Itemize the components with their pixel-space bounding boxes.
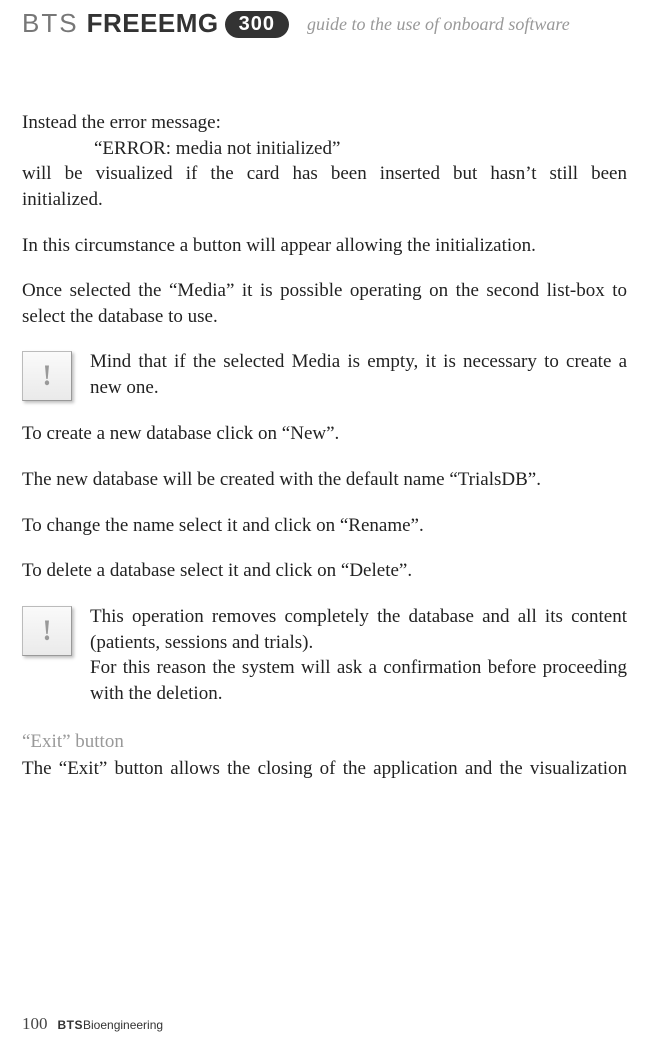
warning-icon: ! bbox=[22, 606, 72, 656]
paragraph: The new database will be created with th… bbox=[22, 467, 627, 493]
paragraph: To change the name select it and click o… bbox=[22, 513, 627, 539]
document-body: Instead the error message: “ERROR: media… bbox=[22, 110, 627, 782]
paragraph: initialized. bbox=[22, 187, 627, 213]
note-callout: ! This operation removes completely the … bbox=[22, 604, 627, 707]
paragraph: The “Exit” button allows the closing of … bbox=[22, 756, 627, 782]
footer-bioengineering: Bioengineering bbox=[83, 1018, 163, 1032]
paragraph: Once selected the “Media” it is possible… bbox=[22, 278, 627, 329]
paragraph: To delete a database select it and click… bbox=[22, 558, 627, 584]
page-footer: 100 BTS Bioengineering bbox=[22, 1014, 163, 1034]
error-message-quote: “ERROR: media not initialized” bbox=[22, 136, 627, 162]
page-number: 100 bbox=[22, 1014, 48, 1034]
paragraph: In this circumstance a button will appea… bbox=[22, 233, 627, 259]
header-subtitle: guide to the use of onboard software bbox=[307, 14, 570, 35]
note-text: This operation removes completely the da… bbox=[90, 604, 627, 707]
page-header: BTS FREEEMG 300 guide to the use of onbo… bbox=[22, 0, 627, 40]
note-callout: ! Mind that if the selected Media is emp… bbox=[22, 349, 627, 401]
warning-icon: ! bbox=[22, 351, 72, 401]
logo-bts-text: BTS bbox=[22, 8, 79, 39]
footer-bts: BTS bbox=[58, 1018, 84, 1032]
logo-300-badge: 300 bbox=[225, 11, 289, 38]
paragraph: will be visualized if the card has been … bbox=[22, 161, 627, 187]
paragraph: To create a new database click on “New”. bbox=[22, 421, 627, 447]
section-heading: “Exit” button bbox=[22, 729, 627, 755]
note-text: Mind that if the selected Media is empty… bbox=[90, 349, 627, 400]
paragraph: Instead the error message: bbox=[22, 110, 627, 136]
logo-freeemg-text: FREEEMG bbox=[87, 8, 219, 39]
product-logo: BTS FREEEMG 300 bbox=[22, 8, 289, 40]
